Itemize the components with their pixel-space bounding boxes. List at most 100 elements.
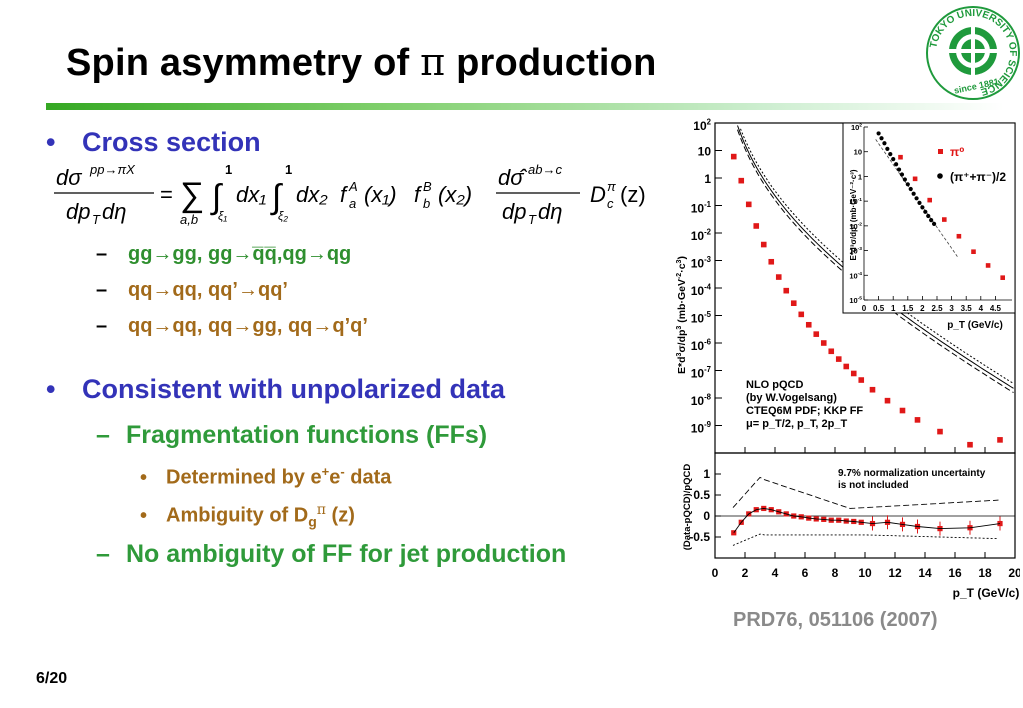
inset-xtick-label: 4 [979,304,984,313]
process-item-quark: – qq→qq, qq’→qq’ [96,279,288,302]
inset-ytick-label: 10 [854,148,862,157]
inset-pi0-point [956,233,962,239]
inset-pi0-point [942,217,947,222]
formula-rhs-sup: ab→c [528,162,562,177]
annotation-pdf: CTEQ6M PDF; KKP FF [746,405,863,417]
inset-legend: π⁰ (π⁺+π⁻)/2 [937,145,1006,184]
ratio-xtick-label: 18 [978,566,992,580]
ratio-note-line2: is not included [838,480,909,491]
inset-ylabel: E*d³σ/dp³ (mb·GeV⁻²·c³) [849,169,858,260]
inset-charged-point [879,136,884,141]
theory-low-scale-curve [740,128,1014,384]
no-ambiguity-label: No ambiguity of FF for jet production [126,540,567,568]
data-point [783,287,790,294]
formula-fb-sub: b [423,196,430,211]
ratio-xtick-label: 8 [832,566,839,580]
inset-ytick-label: 10-1 [849,197,862,206]
formula-rhs-den-sub: T [528,212,537,227]
data-point [835,356,842,362]
dash-icon: – [96,279,108,301]
inset-xtick-label: 3.5 [961,304,973,313]
inset-charged-point [888,152,893,157]
no-ambiguity-item: – No ambiguity of FF for jet production [96,540,566,569]
inset-ytick-label: 10-5 [849,296,862,305]
main-ylabel: E*d3σ/dp3 (mb·GeV-2·c3) [676,256,688,374]
formula-lhs-numerator: dσ [56,165,82,190]
inset-charged-point [914,196,919,201]
formula-lhs-sup: pp→πX [89,162,136,177]
inset-charged-point [920,205,925,210]
ratio-upper-band [732,476,999,509]
ratio-xtick-label: 20 [1008,566,1020,580]
formula-fb-sup: B [423,179,432,194]
cross-section-formula: dσ pp→πX dp T dη = ∑ a,b ∫ 1 ξ₁ dx₁ ∫ 1 … [54,162,646,227]
formula-fa: f [340,182,349,207]
process-item-antiquark: – qq→qq, qq→gg, qq→q’q’ [96,315,368,338]
inset-charged-point [885,146,890,151]
main-ytick-label: 10-4 [691,283,712,298]
inset-ytick-label: 1 [858,172,862,181]
reference-citation: PRD76, 051106 (2007) [733,609,938,631]
bullet-dot-icon: • [140,466,148,489]
ratio-xtick-label: 4 [772,566,779,580]
data-point [760,241,767,248]
inset-pi0-point [898,154,903,160]
nlo-annotation: NLO pQCD (by W.Vogelsang) CTEQ6M PDF; KK… [746,379,863,430]
ratio-data-point [731,530,737,536]
inset-charged-point [931,221,937,227]
inset-charged-point [908,186,913,192]
main-axes: 10210110-110-210-310-410-510-610-710-810… [691,118,1016,453]
formula-int2-up: 1 [285,162,292,177]
bullet-consistent-label: Consistent with unpolarized data [82,374,506,404]
formula-lhs-den-post: dη [102,199,126,224]
main-data-points [730,153,1003,448]
bullet-dot-icon: • [46,127,56,157]
annotation-nlo: NLO pQCD [746,379,803,391]
bullet-cross-section-label: Cross section [82,127,261,157]
formula-equals: = [160,182,173,207]
dash-icon: – [96,315,108,337]
inset-xtick-label: 2 [920,304,925,313]
title-divider [46,103,1004,110]
main-ytick-label: 10-9 [691,420,712,435]
ratio-xtick-label: 2 [742,566,749,580]
dash-icon: – [96,421,110,449]
inset-ytick-label: 10-4 [849,271,862,280]
main-ytick-label: 102 [693,118,711,133]
data-point [914,417,921,423]
data-point [798,311,805,318]
formula-Dz: (z) [620,182,646,207]
bullet-consistent: • Consistent with unpolarized data [46,374,505,405]
ratio-lower-band [732,533,999,546]
data-point [730,153,737,160]
formula-sum: ∑ [180,176,204,214]
ratio-xtick-label: 6 [802,566,809,580]
formula-rhs-numerator: dσ̂ [498,165,528,190]
inset-charged-point [926,213,931,219]
ratio-xtick-label: 12 [888,566,902,580]
ratio-data-points [731,505,1003,536]
inset-charged-point [876,131,881,136]
inset-charged-point [899,172,905,177]
formula-lhs-denominator: dp [66,199,90,224]
ratio-connect-line [733,507,1001,534]
inset-xtick-label: 0.5 [873,304,885,313]
formula-sum-sub: a,b [180,212,198,227]
formula-int1-up: 1 [225,162,232,177]
ff-heading-label: Fragmentation functions (FFs) [126,421,488,449]
main-ytick-label: 1 [704,172,711,186]
inset-xtick-label: 4.5 [990,304,1002,313]
main-ytick-label: 10-5 [691,310,712,325]
main-ytick-label: 10-3 [691,255,712,270]
inset-pi0-point [985,263,991,268]
legend-pi0: π⁰ [950,145,964,159]
inset-xtick-label: 3 [949,304,954,313]
inset-xtick-label: 1 [891,304,896,313]
main-ytick-label: 10-7 [691,365,711,380]
ratio-ytick-label: 0.5 [693,488,710,502]
inset-charged-point [929,218,934,223]
process-item-quark-label: qq→qq, qq’→qq’ [128,279,288,301]
bullet-cross-section: • Cross section [46,127,261,158]
inset-xtick-label: 1.5 [902,304,914,313]
formula-fb: f [414,182,423,207]
